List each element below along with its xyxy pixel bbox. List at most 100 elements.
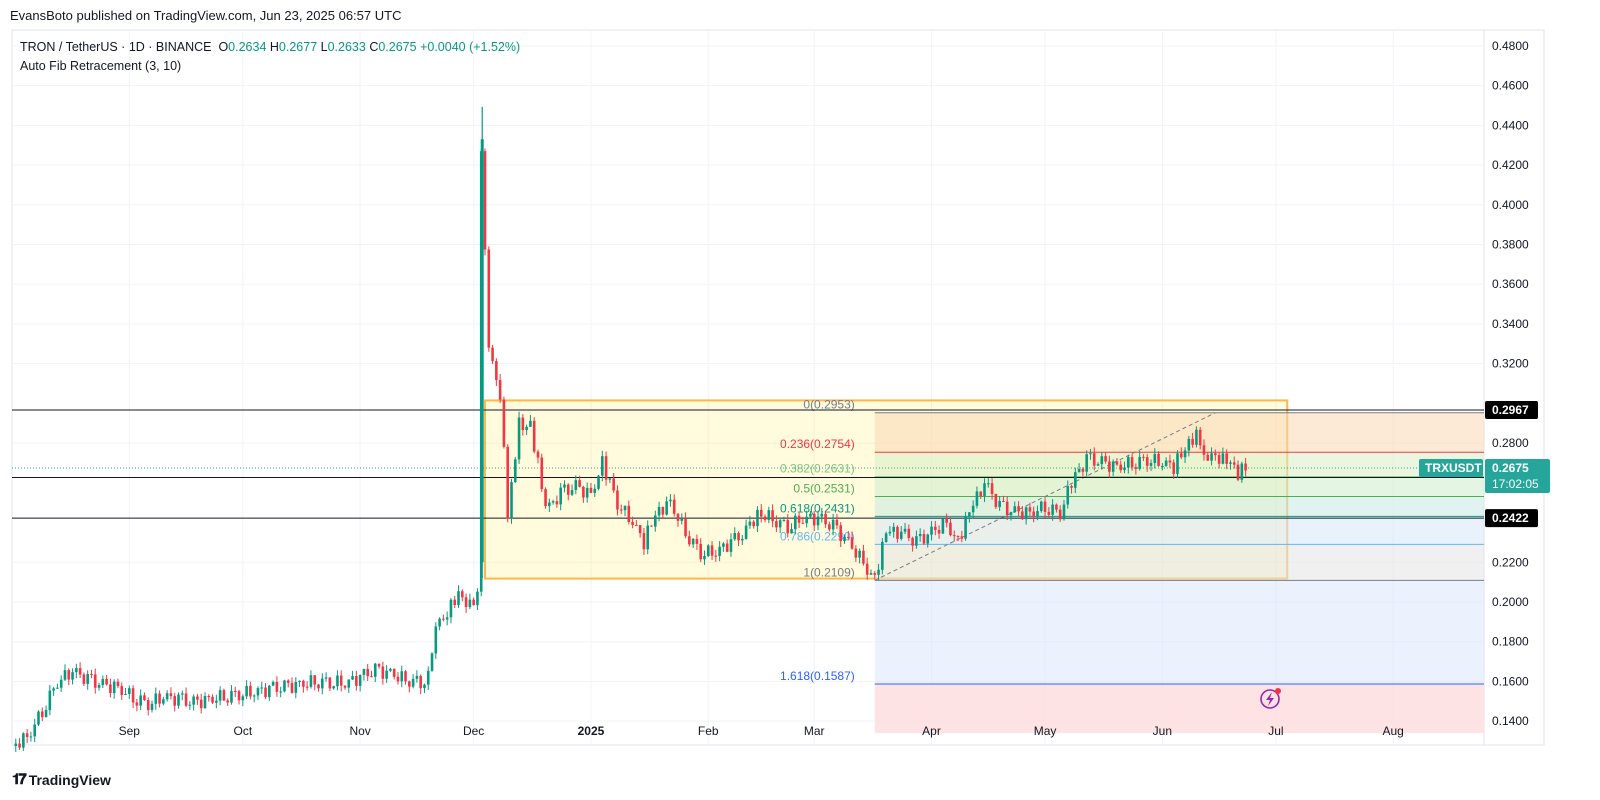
candle-body <box>423 684 426 689</box>
candle-body <box>521 417 525 431</box>
candle-body <box>1183 450 1187 458</box>
candle-body <box>476 591 479 606</box>
candle-body <box>109 684 112 694</box>
candle-body <box>1070 486 1073 488</box>
symbol-tag-box <box>1419 458 1483 477</box>
candle-body <box>1236 464 1240 480</box>
candle-body <box>124 693 127 695</box>
candle-body <box>676 513 680 521</box>
alert-lightning-icon <box>1260 688 1281 709</box>
candle-body <box>324 677 328 679</box>
candle-body <box>1089 453 1092 455</box>
candle-body <box>404 671 407 682</box>
candle-body <box>971 505 975 513</box>
candle-body <box>188 704 192 706</box>
candle-body <box>169 693 173 697</box>
candle-body <box>430 653 434 671</box>
tradingview-logo[interactable]: 𝟏𝟕 TradingView <box>12 771 111 788</box>
time-tick-label: Oct <box>233 724 252 738</box>
candle-body <box>551 501 555 503</box>
candle-body <box>597 475 600 489</box>
candle-body <box>268 685 271 698</box>
candle-body <box>998 501 1001 508</box>
candle-body <box>400 671 404 682</box>
candle-body <box>1017 506 1020 512</box>
candle-body <box>1066 486 1070 505</box>
candle-body <box>570 489 574 495</box>
candle-body <box>532 420 536 452</box>
candle-body <box>555 501 559 505</box>
candle-body <box>892 526 895 532</box>
candle-body <box>146 700 150 710</box>
candle-body <box>260 687 264 689</box>
close-value: 0.2675 <box>378 40 417 54</box>
price-label-text: 0.2422 <box>1492 511 1529 525</box>
fib-zone <box>874 496 1484 517</box>
candle-body <box>1043 501 1047 512</box>
candle-body <box>264 687 267 698</box>
time-tick-label: Feb <box>698 724 719 738</box>
candle-body <box>809 513 812 517</box>
candle-body <box>1024 507 1028 520</box>
candle-body <box>563 484 566 488</box>
candle-body <box>896 526 899 539</box>
candle-body <box>559 487 562 505</box>
candle-body <box>1221 453 1225 464</box>
candle-body <box>1111 461 1115 472</box>
candle-body <box>903 528 907 532</box>
candle-body <box>1142 456 1145 458</box>
candle-body <box>850 537 854 549</box>
price-tick-label: 0.3400 <box>1492 317 1529 331</box>
fib-zone-extension <box>874 684 1484 734</box>
candle-body <box>657 507 661 516</box>
fib-level-label: 1.618(0.1587) <box>780 669 855 683</box>
candle-body <box>797 515 801 523</box>
candle-body <box>1198 429 1202 446</box>
candle-body <box>877 569 880 575</box>
fib-level-label: 0(0.2953) <box>803 398 854 412</box>
candle-body <box>211 696 214 703</box>
candle-body <box>824 513 827 525</box>
candle-body <box>362 668 366 675</box>
candle-body <box>275 681 279 692</box>
candle-body <box>1229 462 1232 464</box>
price-tick-label: 0.4400 <box>1492 118 1529 132</box>
candle-body <box>922 534 926 544</box>
candle-body <box>1134 467 1138 469</box>
candle-body <box>786 520 790 534</box>
symbol-name[interactable]: TRON / TetherUS · 1D · BINANCE <box>20 40 212 54</box>
candle-body <box>945 518 948 523</box>
candle-body <box>71 672 74 680</box>
candle-body <box>741 538 744 541</box>
candle-body <box>1036 511 1039 517</box>
candle-body <box>370 676 373 678</box>
candle-body <box>438 618 441 627</box>
candle-body <box>162 699 165 704</box>
indicator-label[interactable]: Auto Fib Retracement (3, 10) <box>20 59 182 73</box>
candle-body <box>215 700 218 703</box>
price-tick-label: 0.3600 <box>1492 277 1529 291</box>
candle-body <box>669 499 672 502</box>
candle-body <box>548 502 551 507</box>
candle-body <box>703 556 706 560</box>
candle-body <box>1157 454 1160 466</box>
candle-body <box>846 536 850 538</box>
candle-body <box>177 694 180 706</box>
candle-body <box>566 484 570 495</box>
tradingview-brand: TradingView <box>28 771 111 788</box>
candle-body <box>385 670 388 679</box>
candle-body <box>419 675 422 689</box>
candle-body <box>608 478 612 480</box>
price-tick-label: 0.2000 <box>1492 595 1529 609</box>
candle-body <box>1092 453 1096 466</box>
candle-body <box>699 543 702 560</box>
candle-body <box>339 675 343 686</box>
candle-body <box>483 151 487 250</box>
candle-body <box>1077 468 1081 473</box>
candle-body <box>426 670 430 685</box>
candle-body <box>915 536 918 546</box>
candle-body <box>343 685 347 688</box>
time-tick-label: Aug <box>1383 724 1404 738</box>
candle-body <box>97 685 101 688</box>
